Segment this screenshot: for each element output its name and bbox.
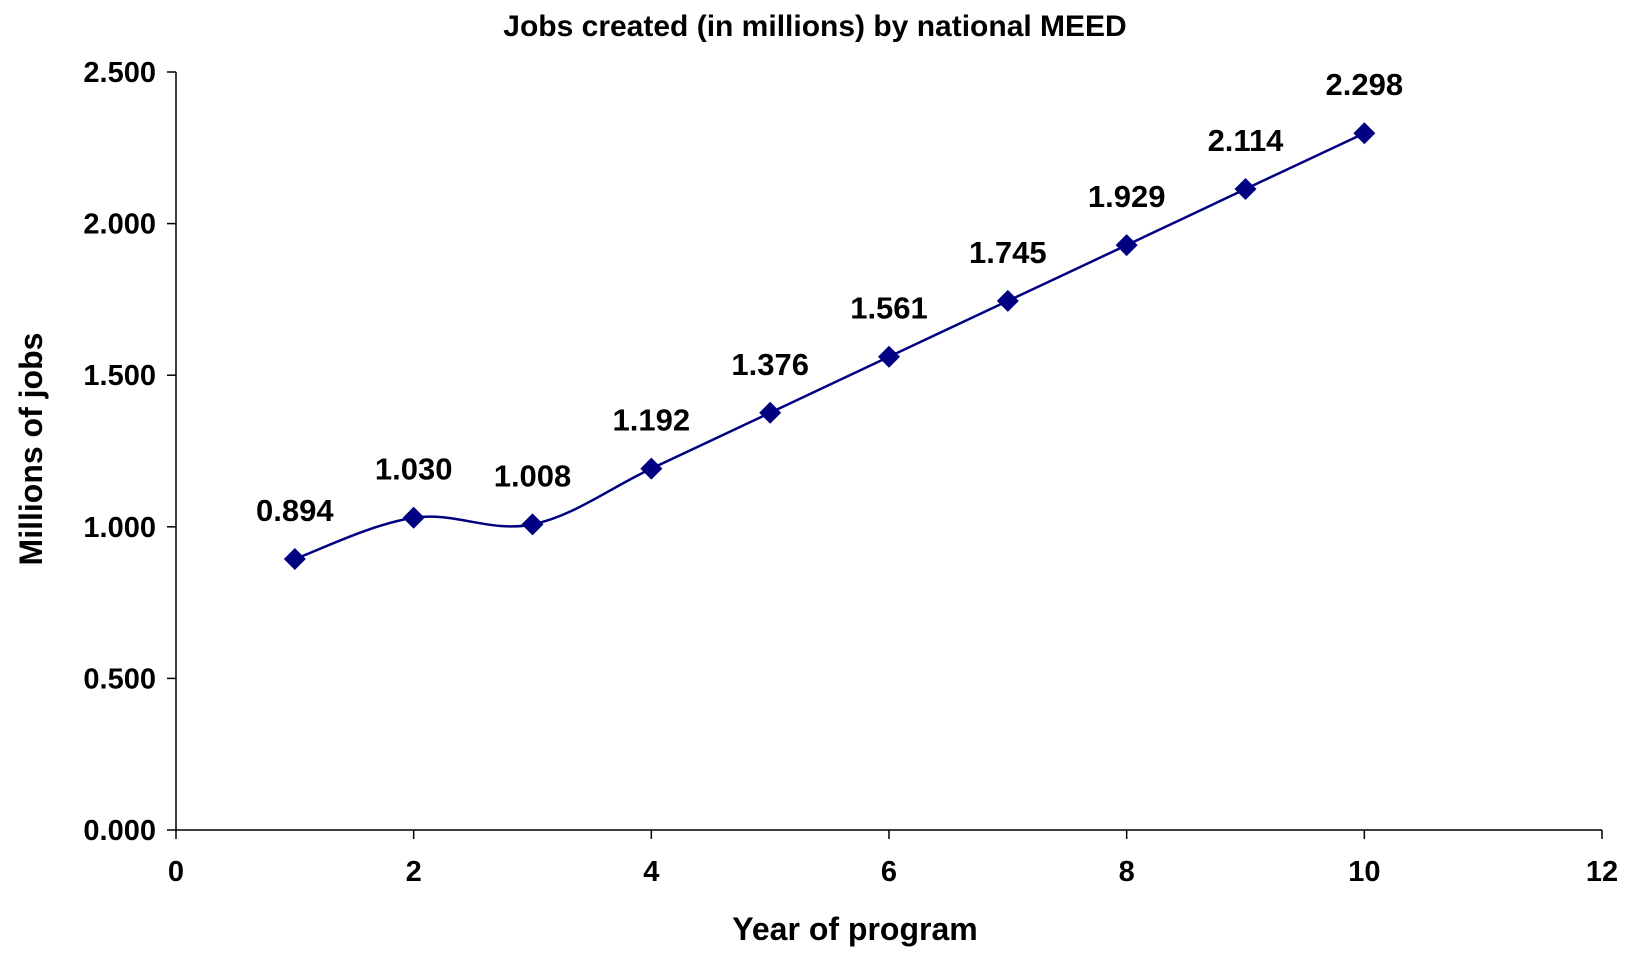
data-point-marker — [1353, 122, 1376, 145]
y-axis-ticks: 0.000 0.500 1.000 1.500 2.000 2.500 — [83, 57, 176, 847]
data-label: 1.008 — [494, 458, 572, 493]
data-point-marker — [640, 457, 663, 480]
data-label: 1.745 — [969, 235, 1047, 270]
chart-title: Jobs created (in millions) by national M… — [503, 10, 1126, 43]
x-tick-label: 6 — [881, 856, 897, 888]
y-axis-title: Millions of jobs — [13, 333, 49, 566]
data-label: 1.561 — [850, 291, 928, 326]
data-labels: 0.894 1.030 1.008 1.192 1.376 1.561 1.745 1.929… — [256, 67, 1403, 528]
x-tick-label: 4 — [643, 856, 659, 888]
y-tick-label: 2.000 — [83, 209, 156, 241]
data-label: 1.929 — [1088, 179, 1166, 214]
x-axis-title: Year of program — [732, 911, 977, 947]
y-tick-label: 1.500 — [83, 360, 156, 392]
data-point-marker — [1115, 234, 1138, 257]
data-label: 1.030 — [375, 452, 453, 487]
x-tick-label: 10 — [1348, 856, 1380, 888]
data-point-marker — [996, 289, 1019, 312]
data-point-marker — [1234, 178, 1257, 201]
data-label: 1.376 — [731, 347, 809, 382]
x-tick-label: 8 — [1119, 856, 1135, 888]
data-label: 1.192 — [613, 403, 691, 438]
y-tick-label: 0.000 — [83, 815, 156, 847]
x-tick-label: 2 — [406, 856, 422, 888]
x-tick-label: 0 — [168, 856, 184, 888]
x-tick-label: 12 — [1586, 856, 1618, 888]
data-label: 2.114 — [1208, 123, 1285, 158]
x-axis-ticks: 0 2 4 6 8 10 12 — [168, 830, 1618, 888]
data-point-marker — [402, 506, 425, 529]
series-layer — [283, 122, 1376, 570]
data-point-marker — [759, 401, 782, 424]
data-point-marker — [283, 547, 306, 570]
data-point-marker — [878, 345, 900, 368]
series-line — [294, 132, 1365, 561]
data-label: 0.894 — [256, 493, 334, 528]
data-point-marker — [521, 513, 544, 536]
y-tick-label: 2.500 — [83, 57, 156, 89]
data-label: 2.298 — [1326, 67, 1404, 102]
y-tick-label: 1.000 — [83, 512, 156, 544]
y-tick-label: 0.500 — [83, 663, 156, 695]
